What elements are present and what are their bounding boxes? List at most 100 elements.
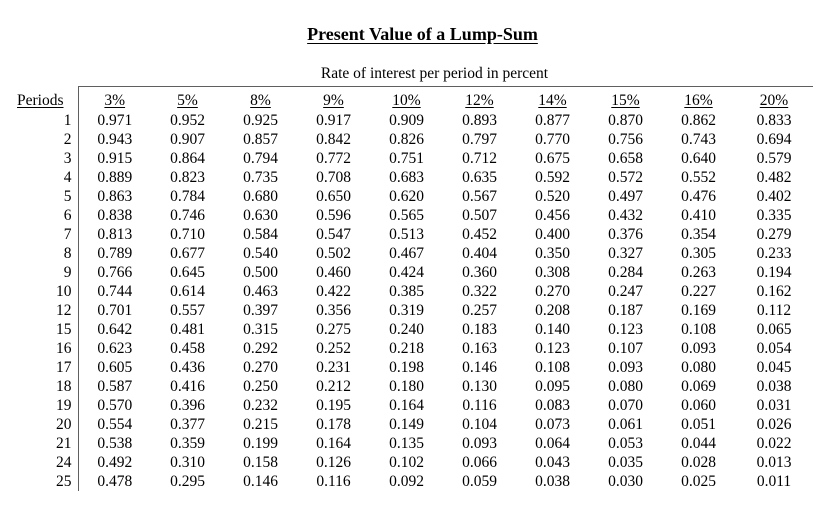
table-row: 5 0.863 0.784 0.680 0.650 0.620 0.567 0.520 0.49… bbox=[0, 186, 813, 206]
value-cell: 0.565 bbox=[389, 206, 424, 224]
value-cell: 0.295 bbox=[170, 472, 205, 490]
value-cell: 0.275 bbox=[316, 320, 351, 338]
value-cell: 0.059 bbox=[462, 472, 497, 490]
rate-header-15pct: 15% bbox=[589, 86, 662, 111]
rate-header-12pct: 12% bbox=[443, 86, 516, 111]
value-cell: 0.502 bbox=[316, 244, 351, 262]
rate-header-10pct: 10% bbox=[370, 86, 443, 111]
value-cell: 0.650 bbox=[316, 187, 351, 205]
period-cell: 9 bbox=[0, 262, 79, 282]
value-cell: 0.863 bbox=[97, 187, 133, 205]
table-row: 16 0.623 0.458 0.292 0.252 0.218 0.163 0.123 0.1… bbox=[0, 338, 813, 358]
table-row: 1 0.971 0.952 0.925 0.917 0.909 0.893 0.877 0.87… bbox=[0, 110, 813, 130]
value-cell: 0.915 bbox=[97, 149, 133, 167]
value-cell: 0.640 bbox=[681, 149, 716, 167]
value-cell: 0.397 bbox=[243, 301, 278, 319]
value-cell: 0.180 bbox=[389, 377, 424, 395]
value-cell: 0.061 bbox=[608, 415, 643, 433]
table-row: 24 0.492 0.310 0.158 0.126 0.102 0.066 0.043 0.0… bbox=[0, 452, 813, 472]
table-body: 1 0.971 0.952 0.925 0.917 0.909 0.893 0.877 0.87… bbox=[0, 110, 813, 491]
value-cell: 0.093 bbox=[462, 434, 497, 452]
value-cell: 0.356 bbox=[316, 301, 351, 319]
table-row: 7 0.813 0.710 0.584 0.547 0.513 0.452 0.400 0.37… bbox=[0, 224, 813, 244]
value-cell: 0.712 bbox=[462, 149, 497, 167]
value-cell: 0.770 bbox=[535, 130, 570, 148]
value-cell: 0.031 bbox=[756, 396, 792, 414]
value-cell: 0.675 bbox=[535, 149, 570, 167]
value-cell: 0.907 bbox=[170, 130, 205, 148]
value-cell: 0.044 bbox=[681, 434, 716, 452]
value-cell: 0.630 bbox=[243, 206, 278, 224]
value-cell: 0.889 bbox=[97, 168, 133, 186]
period-cell: 3 bbox=[0, 148, 79, 168]
rate-header-16pct: 16% bbox=[662, 86, 735, 111]
value-cell: 0.481 bbox=[170, 320, 205, 338]
value-cell: 0.308 bbox=[535, 263, 570, 281]
value-cell: 0.126 bbox=[316, 453, 351, 471]
value-cell: 0.116 bbox=[462, 396, 497, 414]
value-cell: 0.400 bbox=[535, 225, 570, 243]
value-cell: 0.424 bbox=[389, 263, 424, 281]
value-cell: 0.467 bbox=[389, 244, 424, 262]
value-cell: 0.026 bbox=[756, 415, 792, 433]
value-cell: 0.066 bbox=[462, 453, 497, 471]
value-cell: 0.635 bbox=[462, 168, 497, 186]
value-cell: 0.270 bbox=[535, 282, 570, 300]
value-cell: 0.402 bbox=[756, 187, 792, 205]
value-cell: 0.102 bbox=[389, 453, 424, 471]
value-cell: 0.292 bbox=[243, 339, 278, 357]
value-cell: 0.069 bbox=[681, 377, 716, 395]
value-cell: 0.385 bbox=[389, 282, 424, 300]
value-cell: 0.452 bbox=[462, 225, 497, 243]
table-row: 3 0.915 0.864 0.794 0.772 0.751 0.712 0.675 0.65… bbox=[0, 148, 813, 168]
value-cell: 0.080 bbox=[608, 377, 643, 395]
value-cell: 0.305 bbox=[681, 244, 716, 262]
period-cell: 10 bbox=[0, 281, 79, 301]
value-cell: 0.199 bbox=[243, 434, 278, 452]
value-cell: 0.054 bbox=[756, 339, 792, 357]
value-cell: 0.789 bbox=[97, 244, 133, 262]
value-cell: 0.507 bbox=[462, 206, 497, 224]
value-cell: 0.710 bbox=[170, 225, 205, 243]
value-cell: 0.327 bbox=[608, 244, 643, 262]
value-cell: 0.744 bbox=[97, 282, 133, 300]
value-cell: 0.194 bbox=[756, 263, 792, 281]
value-cell: 0.909 bbox=[389, 111, 424, 129]
value-cell: 0.187 bbox=[608, 301, 643, 319]
value-cell: 0.478 bbox=[97, 472, 133, 490]
rate-header-5pct: 5% bbox=[151, 86, 224, 111]
value-cell: 0.925 bbox=[243, 111, 278, 129]
value-cell: 0.436 bbox=[170, 358, 205, 376]
value-cell: 0.315 bbox=[243, 320, 278, 338]
value-cell: 0.073 bbox=[535, 415, 570, 433]
value-cell: 0.547 bbox=[316, 225, 351, 243]
value-cell: 0.028 bbox=[681, 453, 716, 471]
value-cell: 0.093 bbox=[608, 358, 643, 376]
value-cell: 0.162 bbox=[756, 282, 792, 300]
value-cell: 0.605 bbox=[97, 358, 133, 376]
value-cell: 0.080 bbox=[681, 358, 716, 376]
value-cell: 0.838 bbox=[97, 206, 133, 224]
value-cell: 0.456 bbox=[535, 206, 570, 224]
period-cell: 25 bbox=[0, 471, 79, 491]
value-cell: 0.158 bbox=[243, 453, 278, 471]
value-cell: 0.322 bbox=[462, 282, 497, 300]
value-cell: 0.592 bbox=[535, 168, 570, 186]
value-cell: 0.035 bbox=[608, 453, 643, 471]
present-value-table: Periods 3% 5% 8% 9% 10% 12% 14% 15% 16% 20% 1 0.97… bbox=[0, 86, 813, 491]
value-cell: 0.263 bbox=[681, 263, 716, 281]
table-header-row: Periods 3% 5% 8% 9% 10% 12% 14% 15% 16% 20% bbox=[0, 86, 813, 111]
value-cell: 0.065 bbox=[756, 320, 792, 338]
value-cell: 0.735 bbox=[243, 168, 278, 186]
value-cell: 0.051 bbox=[681, 415, 716, 433]
value-cell: 0.396 bbox=[170, 396, 205, 414]
table-row: 17 0.605 0.436 0.270 0.231 0.198 0.146 0.108 0.0… bbox=[0, 357, 813, 377]
value-cell: 0.252 bbox=[316, 339, 351, 357]
value-cell: 0.701 bbox=[97, 301, 133, 319]
value-cell: 0.971 bbox=[97, 111, 133, 129]
value-cell: 0.038 bbox=[535, 472, 570, 490]
rate-header-8pct: 8% bbox=[224, 86, 297, 111]
value-cell: 0.797 bbox=[462, 130, 497, 148]
table-row: 8 0.789 0.677 0.540 0.502 0.467 0.404 0.350 0.32… bbox=[0, 243, 813, 263]
value-cell: 0.584 bbox=[243, 225, 278, 243]
